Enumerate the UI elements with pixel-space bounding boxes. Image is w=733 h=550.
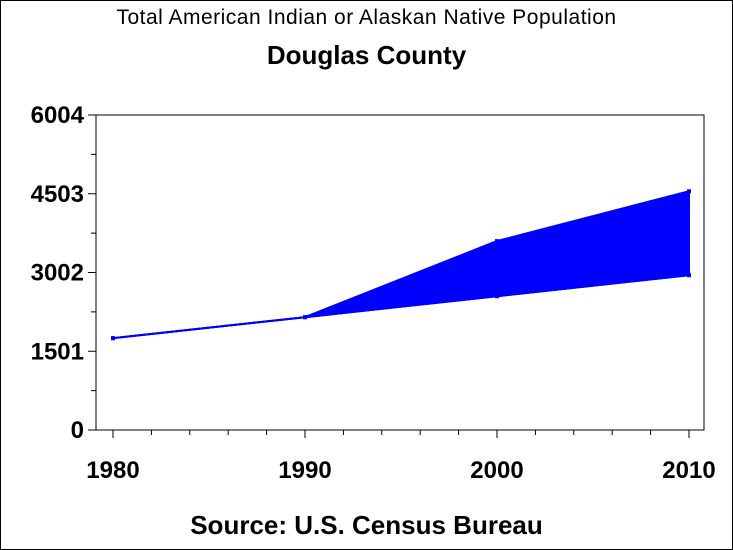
series-line-2 [112,190,690,340]
series-2-point-1990 [303,315,307,320]
series-1-point-2010 [687,273,691,278]
x-tick-label-1990: 1990 [278,457,331,484]
chart-title: Total American Indian or Alaskan Native … [116,6,617,29]
chart-subtitle: Douglas County [266,40,467,70]
x-tick-label-1980: 1980 [86,457,139,484]
y-tick-label-1501: 1501 [31,338,84,365]
y-tick-label-4503: 4503 [31,181,84,208]
x-tick-label-2000: 2000 [470,457,523,484]
y-tick-label-0: 0 [71,417,84,444]
series-2-point-2000 [495,239,499,244]
y-tick-label-6004: 6004 [31,102,85,129]
series-2-point-2010 [687,189,691,194]
y-tick-label-3002: 3002 [31,260,84,287]
x-tick-label-2010: 2010 [662,457,715,484]
series-1-point-2000 [495,294,499,299]
chart-source: Source: U.S. Census Bureau [190,510,543,540]
series-2-point-1980 [111,336,115,341]
